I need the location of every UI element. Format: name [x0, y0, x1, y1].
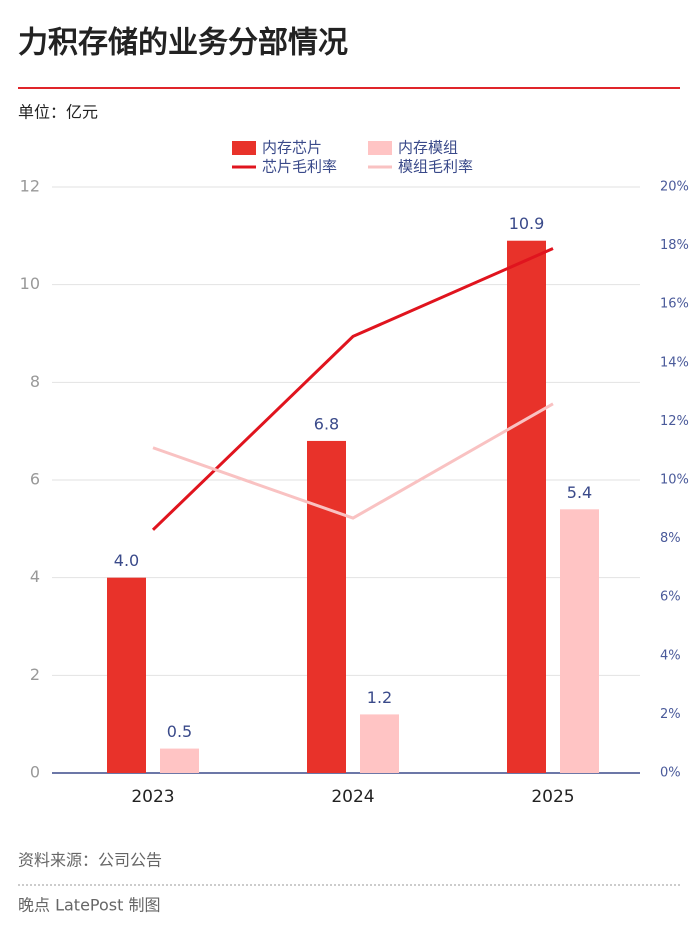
y2-tick-label: 8% [660, 531, 681, 546]
y2-tick-label: 20% [660, 180, 689, 195]
y2-tick-label: 4% [660, 648, 681, 663]
bar [360, 714, 399, 773]
bar [307, 440, 346, 773]
y2-tick-label: 16% [660, 297, 689, 312]
y-tick-label: 12 [20, 177, 40, 196]
y2-tick-label: 14% [660, 355, 689, 370]
source: 资料来源：公司公告 [18, 851, 162, 870]
x-tick-label: 2025 [531, 787, 574, 807]
unit-label: 单位：亿元 [18, 103, 98, 122]
value-label: 0.5 [167, 722, 192, 741]
bar [160, 748, 199, 773]
bar [560, 509, 599, 773]
y-tick-label: 10 [20, 274, 40, 293]
y2-tick-label: 18% [660, 238, 689, 253]
y2-tick-label: 10% [660, 473, 689, 488]
legend-label: 内存芯片 [262, 139, 322, 157]
bar [107, 577, 146, 773]
y2-tick-label: 2% [660, 707, 681, 722]
value-label: 1.2 [367, 688, 392, 707]
legend-swatch [232, 141, 256, 155]
legend-swatch [368, 141, 392, 155]
legend-label: 内存模组 [398, 139, 458, 157]
y-tick-label: 4 [30, 567, 40, 586]
credit: 晚点 LatePost 制图 [18, 896, 161, 915]
bar [507, 240, 546, 773]
value-label: 4.0 [114, 551, 139, 570]
x-tick-label: 2024 [331, 787, 374, 807]
value-label: 10.9 [509, 214, 545, 233]
y2-tick-label: 6% [660, 590, 681, 605]
legend-label: 模组毛利率 [398, 158, 473, 176]
y2-tick-label: 0% [660, 766, 681, 781]
y2-tick-label: 12% [660, 414, 689, 429]
y-tick-label: 0 [30, 763, 40, 782]
value-label: 5.4 [567, 483, 592, 502]
line [152, 402, 554, 520]
x-tick-label: 2023 [131, 787, 174, 807]
line [151, 247, 554, 531]
legend-label: 芯片毛利率 [262, 158, 337, 176]
y-tick-label: 8 [30, 372, 40, 391]
y-tick-label: 2 [30, 665, 40, 684]
y-tick-label: 6 [30, 470, 40, 489]
chart-title: 力积存储的业务分部情况 [18, 26, 348, 61]
value-label: 6.8 [314, 414, 339, 433]
